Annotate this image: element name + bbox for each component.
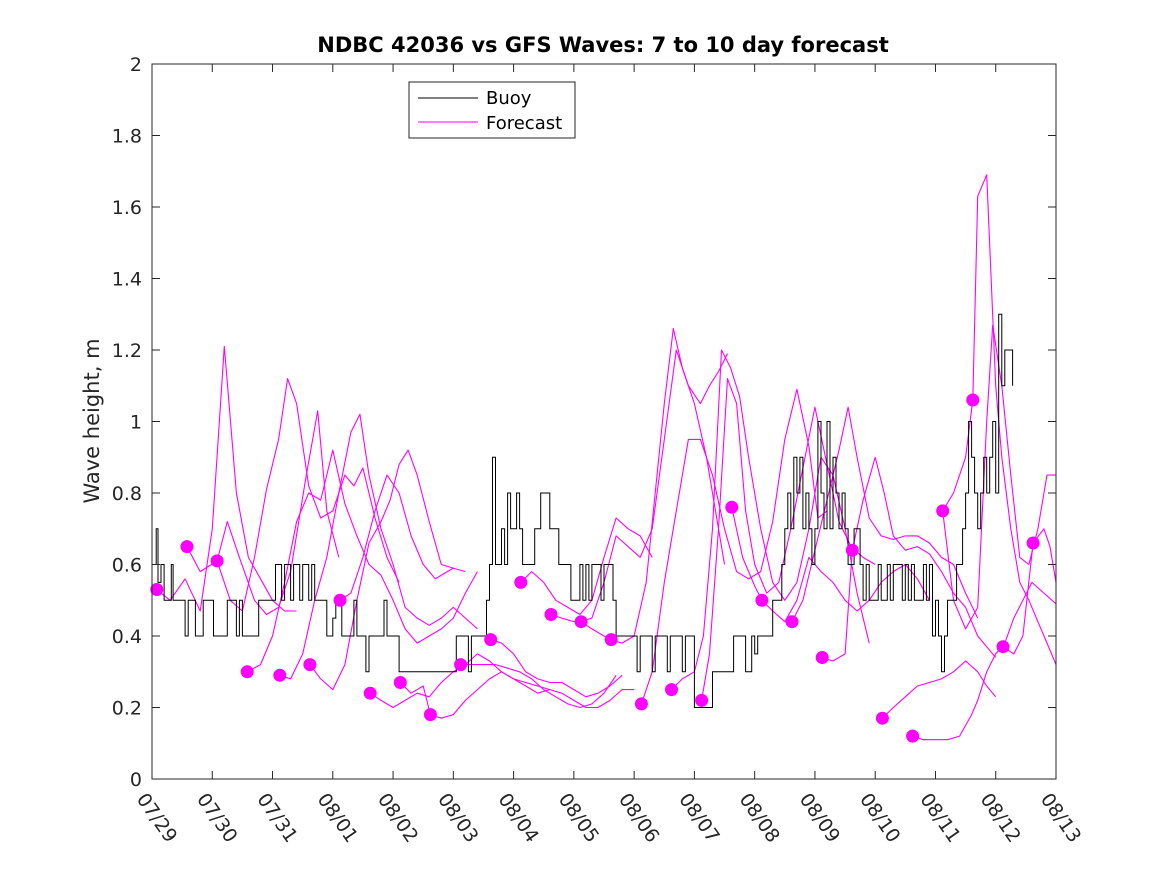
forecast-point-13 bbox=[514, 575, 528, 589]
forecast-start-points bbox=[150, 393, 1040, 743]
forecast-point-29 bbox=[996, 640, 1010, 654]
forecast-line-6 bbox=[309, 449, 466, 691]
forecast-point-24 bbox=[845, 543, 859, 557]
legend: Buoy Forecast bbox=[408, 81, 576, 139]
forecast-point-3 bbox=[210, 554, 224, 568]
forecast-point-19 bbox=[695, 693, 709, 707]
y-tick-label: 0 bbox=[130, 769, 142, 791]
forecast-point-23 bbox=[815, 651, 829, 664]
buoy-line bbox=[152, 313, 1014, 708]
y-tick-label: 2 bbox=[130, 54, 142, 76]
forecast-line-20 bbox=[822, 456, 997, 662]
forecast-point-6 bbox=[303, 658, 317, 672]
forecast-point-9 bbox=[393, 676, 407, 689]
forecast-point-14 bbox=[544, 608, 558, 621]
y-axis: 0 0.2 0.4 0.6 0.8 1 1.2 1.4 1.6 1.8 2 bbox=[112, 54, 1056, 791]
y-tick-label: 0.2 bbox=[112, 698, 142, 720]
y-axis-label: Wave height, m bbox=[80, 338, 104, 503]
y-tick-label: 1.2 bbox=[112, 340, 142, 362]
y-tick-label: 0.4 bbox=[112, 626, 142, 648]
y-tick-label: 0.8 bbox=[112, 483, 142, 505]
forecast-point-10 bbox=[423, 708, 437, 722]
forecast-line-7 bbox=[339, 474, 454, 601]
forecast-point-11 bbox=[454, 658, 468, 672]
y-tick-label: 1.8 bbox=[112, 126, 142, 148]
y-tick-label: 1 bbox=[130, 412, 142, 434]
y-tick-label: 0.6 bbox=[112, 555, 142, 577]
forecast-line-4 bbox=[246, 449, 478, 673]
chart-title: NDBC 42036 vs GFS Waves: 7 to 10 day for… bbox=[317, 33, 888, 57]
forecast-point-22 bbox=[785, 615, 799, 629]
forecast-point-4 bbox=[240, 665, 254, 679]
forecast-line-12 bbox=[520, 517, 653, 616]
forecast-point-26 bbox=[906, 729, 920, 743]
legend-box bbox=[408, 81, 576, 139]
forecast-point-27 bbox=[936, 504, 950, 518]
forecast-line-3 bbox=[216, 378, 400, 612]
forecast-line-22 bbox=[912, 581, 1057, 741]
forecast-line-5 bbox=[279, 413, 478, 680]
forecast-line-11 bbox=[490, 639, 623, 698]
forecast-line-19 bbox=[791, 406, 979, 622]
y-tick-label: 1.4 bbox=[112, 269, 142, 291]
forecast-line-17 bbox=[701, 378, 876, 701]
forecast-line-1 bbox=[156, 345, 297, 612]
forecast-line-15 bbox=[640, 388, 828, 705]
forecast-point-21 bbox=[755, 593, 769, 607]
forecast-point-18 bbox=[665, 683, 678, 697]
forecast-point-15 bbox=[574, 615, 588, 629]
forecast-point-1 bbox=[150, 583, 164, 596]
forecast-line-21 bbox=[882, 660, 997, 719]
forecast-point-8 bbox=[363, 686, 377, 700]
buoy-series-group bbox=[152, 313, 1014, 708]
forecast-point-5 bbox=[273, 668, 287, 682]
legend-label-buoy: Buoy bbox=[486, 88, 532, 109]
forecast-point-12 bbox=[484, 633, 498, 647]
forecast-point-17 bbox=[634, 697, 648, 711]
legend-label-forecast: Forecast bbox=[486, 113, 562, 134]
forecast-point-7 bbox=[333, 593, 347, 607]
forecast-point-20 bbox=[725, 500, 739, 514]
forecast-point-16 bbox=[604, 633, 618, 647]
plot-area bbox=[152, 64, 1056, 779]
forecast-point-28 bbox=[966, 393, 980, 407]
forecast-line-10 bbox=[460, 664, 617, 709]
forecast-point-25 bbox=[875, 711, 889, 725]
forecast-line-14 bbox=[580, 349, 728, 623]
forecast-point-30 bbox=[1026, 536, 1040, 550]
y-tick-label: 1.6 bbox=[112, 197, 142, 219]
forecast-point-2 bbox=[180, 540, 194, 554]
